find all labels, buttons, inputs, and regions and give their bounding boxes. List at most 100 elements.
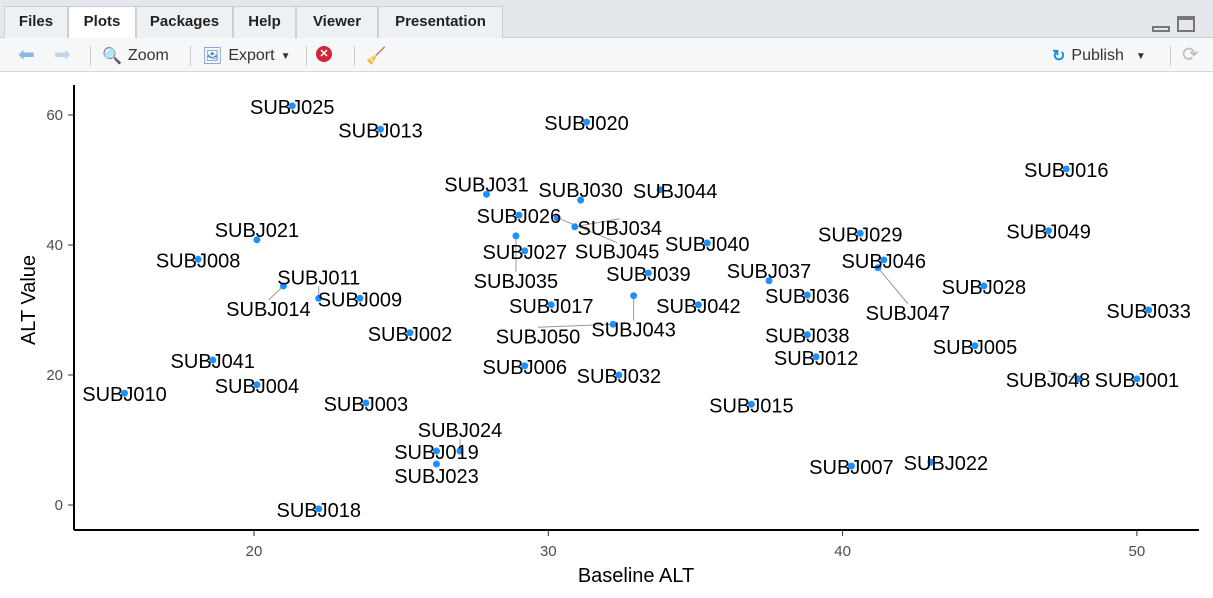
point-label: SUBJ050 (496, 326, 581, 348)
tab-help[interactable]: Help (233, 6, 296, 38)
tab-packages[interactable]: Packages (136, 6, 233, 38)
x-tick-label: 20 (246, 543, 263, 560)
data-point (571, 223, 579, 231)
data-point (874, 264, 882, 272)
data-point (521, 247, 529, 255)
data-point (362, 399, 370, 407)
remove-plot-button[interactable]: ✕ (316, 46, 332, 62)
point-label: SUBJ018 (276, 500, 361, 522)
point-label: SUBJ017 (509, 296, 594, 318)
point-label: SUBJ046 (842, 251, 927, 273)
scatter-plot: 20 30 40 50 0 20 40 60 SUBJ001 SUBJ002 SUBJ003 SUB… (18, 85, 1199, 587)
data-point (803, 291, 811, 299)
point-label: SUBJ028 (942, 277, 1027, 299)
magnifier-icon: 🔍 (102, 48, 122, 65)
point-label: SUBJ027 (483, 242, 568, 264)
point-label: SUBJ012 (774, 348, 859, 370)
point-label: SUBJ035 (474, 271, 559, 293)
label-leader-line (556, 217, 618, 244)
data-point (288, 102, 296, 110)
x-tick-label: 30 (540, 543, 557, 560)
point-label: SUBJ042 (656, 296, 741, 318)
data-point (521, 362, 529, 370)
point-label: SUBJ014 (226, 299, 311, 321)
point-label: SUBJ023 (394, 466, 479, 488)
y-tick-label: 0 (55, 497, 63, 514)
point-label: SUBJ019 (394, 442, 479, 464)
point-label: SUBJ043 (591, 320, 676, 342)
point-label: SUBJ048 (1006, 370, 1091, 392)
point-label: SUBJ037 (727, 261, 812, 283)
point-label: SUBJ021 (215, 220, 300, 242)
data-point (315, 505, 323, 513)
point-label: SUBJ006 (483, 357, 568, 379)
data-point (880, 256, 888, 264)
y-tick-label: 60 (46, 107, 63, 124)
data-point (356, 294, 364, 302)
back-arrow-icon[interactable]: ⬅ (18, 44, 35, 66)
tab-plots[interactable]: Plots (68, 6, 136, 39)
data-point (812, 353, 820, 361)
point-label: SUBJ011 (277, 267, 360, 289)
point-label: SUBJ016 (1024, 160, 1109, 182)
data-point (1145, 306, 1153, 314)
pane-tabs: Files Plots Packages Help Viewer Present… (0, 0, 1213, 39)
data-point (1045, 227, 1053, 235)
forward-arrow-icon[interactable]: ➡ (54, 44, 71, 66)
point-label: SUBJ024 (418, 420, 503, 442)
data-point (1133, 375, 1141, 383)
data-point (121, 389, 129, 397)
point-label: SUBJ022 (904, 453, 989, 475)
maximize-icon[interactable] (1177, 16, 1195, 32)
data-point (971, 342, 979, 350)
data-point (615, 371, 623, 379)
tab-presentation[interactable]: Presentation (378, 6, 503, 38)
x-axis-title: Baseline ALT (578, 565, 694, 587)
data-point (583, 118, 591, 126)
data-point (377, 125, 385, 133)
point-label: SUBJ034 (578, 218, 663, 240)
point-label: SUBJ044 (633, 181, 718, 203)
data-point (856, 229, 864, 237)
export-button[interactable]: 🖼 Export ▼ (202, 47, 291, 65)
clear-all-broom-icon[interactable]: 🧹 (366, 48, 386, 65)
tab-viewer[interactable]: Viewer (296, 6, 378, 38)
data-point (482, 190, 490, 198)
data-point (456, 447, 464, 455)
refresh-icon[interactable]: ⟳ (1182, 44, 1199, 66)
point-label: SUBJ002 (368, 324, 453, 346)
chevron-down-icon: ▼ (280, 50, 291, 62)
point-label: SUBJ039 (606, 264, 691, 286)
point-label: SUBJ038 (765, 326, 850, 348)
point-label: SUBJ007 (809, 457, 894, 479)
data-point (847, 462, 855, 470)
data-point (512, 232, 520, 240)
data-point (553, 214, 561, 222)
y-tick-label: 40 (46, 237, 63, 254)
point-label: SUBJ030 (538, 180, 623, 202)
remove-icon: ✕ (316, 46, 332, 62)
label-leader-line (1047, 370, 1079, 380)
data-point (253, 236, 261, 244)
tab-files[interactable]: Files (4, 6, 68, 38)
data-point (980, 282, 988, 290)
point-label: SUBJ020 (544, 113, 629, 135)
point-label: SUBJ047 (866, 303, 951, 325)
point-label: SUBJ049 (1006, 222, 1091, 244)
zoom-button[interactable]: 🔍 Zoom (102, 47, 169, 65)
data-point (694, 301, 702, 309)
minimize-icon[interactable] (1152, 26, 1170, 32)
data-point (406, 329, 414, 337)
data-point (547, 301, 555, 309)
data-point (279, 282, 287, 290)
x-tick-label: 50 (1129, 543, 1146, 560)
plots-toolbar: ⬅ ➡ 🔍 Zoom 🖼 Export ▼ ✕ 🧹 ↻ Publish ▼ ⟳ (0, 38, 1213, 72)
data-point (630, 292, 638, 300)
data-point (927, 458, 935, 466)
point-label: SUBJ026 (477, 206, 562, 228)
label-leader-line (574, 218, 620, 228)
point-label: SUBJ004 (215, 376, 300, 398)
publish-button[interactable]: ↻ Publish ▼ (1052, 47, 1146, 65)
data-point (253, 381, 261, 389)
point-label: SUBJ010 (82, 384, 167, 406)
